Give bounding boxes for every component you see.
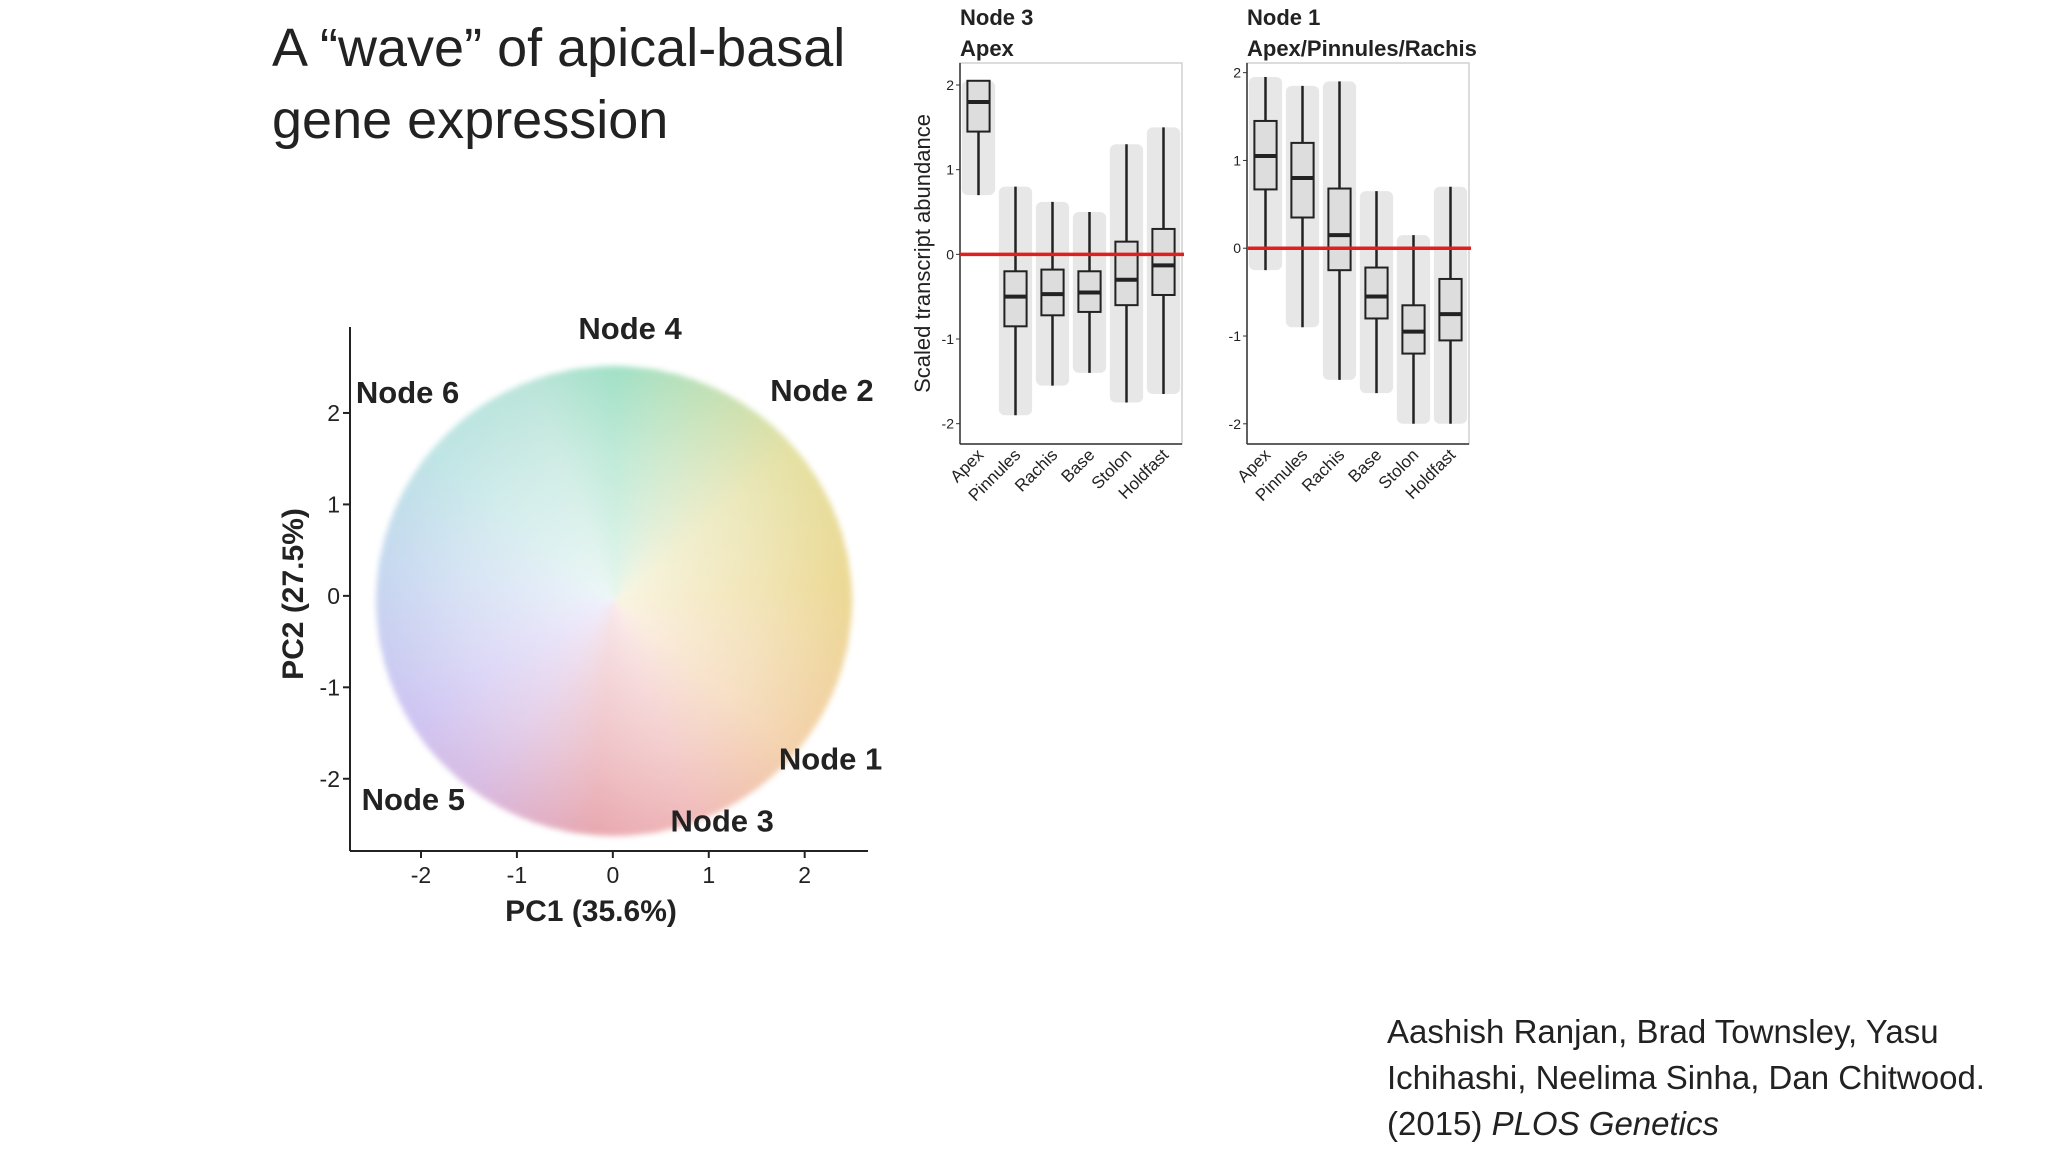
citation-source: (2015) PLOS Genetics	[1387, 1105, 1719, 1142]
x-tick-label: -2	[411, 862, 431, 888]
scatter-cloud	[376, 366, 852, 836]
node-label: Node 3	[671, 804, 774, 839]
y-tick-label: 1	[946, 162, 954, 178]
x-tick-label: Rachis	[1298, 445, 1348, 495]
box	[1151, 227, 1176, 296]
y-tick-label: 2	[946, 77, 954, 93]
y-tick-label: 2	[1233, 65, 1241, 81]
y-tick-label: 1	[1233, 152, 1241, 168]
panel-subtitle: Apex	[960, 36, 1015, 61]
box	[1003, 270, 1028, 328]
x-tick-label: 1	[702, 862, 715, 888]
box	[1364, 266, 1389, 320]
y-tick-label: -2	[1229, 416, 1242, 432]
slide-title-line: gene expression	[272, 90, 668, 150]
y-tick-label: -2	[942, 416, 955, 432]
x-tick-label: 0	[606, 862, 619, 888]
node-label: Node 1	[779, 742, 882, 777]
box	[1438, 277, 1463, 342]
citation-year: (2015)	[1387, 1105, 1482, 1142]
node-label: Node 6	[356, 375, 459, 410]
panel-title: Node 1	[1247, 5, 1320, 30]
box	[1401, 304, 1426, 355]
panel-title: Node 3	[960, 5, 1033, 30]
slide-title-line: A “wave” of apical-basal	[272, 18, 845, 78]
y-tick-label: 0	[1233, 240, 1241, 256]
box	[1327, 187, 1352, 272]
y-tick-label: -1	[942, 331, 955, 347]
y-tick-label: 0	[946, 246, 954, 262]
node-label: Node 2	[770, 373, 873, 408]
node-label: Node 5	[362, 782, 465, 817]
y-tick-label: 1	[327, 491, 340, 517]
y-tick-label: 2	[327, 400, 340, 426]
y-tick-label: -2	[320, 766, 340, 792]
citation-line: Ichihashi, Neelima Sinha, Dan Chitwood.	[1387, 1059, 1985, 1096]
x-tick-label: 2	[798, 862, 811, 888]
x-axis-label: PC1 (35.6%)	[505, 895, 677, 928]
y-tick-label: -1	[320, 674, 340, 700]
citation-line: Aashish Ranjan, Brad Townsley, Yasu	[1387, 1013, 1939, 1050]
y-axis-label: Scaled transcript abundance	[910, 114, 935, 393]
panel-subtitle: Apex/Pinnules/Rachis	[1247, 36, 1477, 61]
x-tick-label: Rachis	[1011, 445, 1061, 495]
box	[1290, 141, 1315, 219]
x-tick-label: -1	[507, 862, 527, 888]
y-tick-label: -1	[1229, 328, 1242, 344]
node-label: Node 4	[578, 311, 682, 346]
box	[966, 79, 991, 133]
y-axis-label: PC2 (27.5%)	[277, 508, 310, 680]
y-tick-label: 0	[327, 583, 340, 609]
citation-journal: PLOS Genetics	[1492, 1105, 1719, 1142]
box	[1114, 240, 1139, 307]
